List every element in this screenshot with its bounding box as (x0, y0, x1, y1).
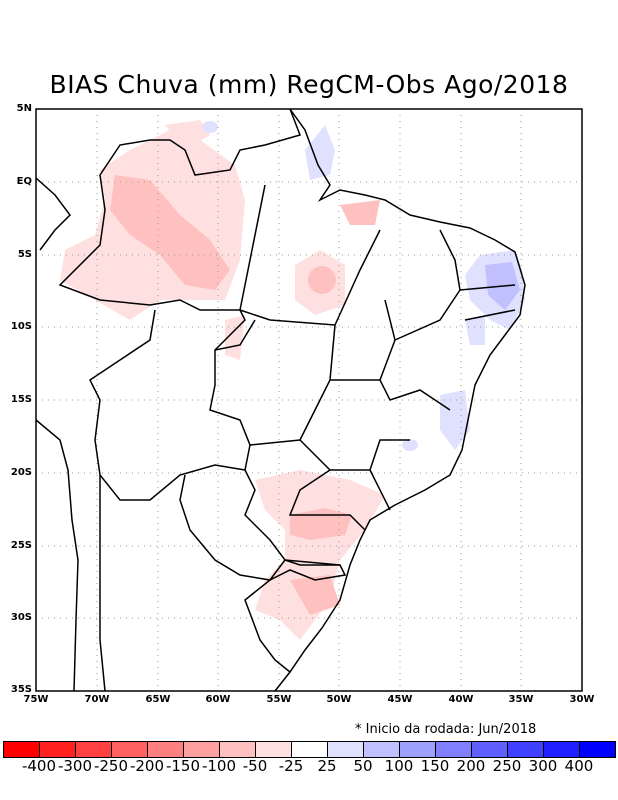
neg-bias-rs (290, 575, 340, 615)
pos-bias-amapa (305, 125, 335, 180)
neg-bias-north (165, 120, 210, 150)
colorbar-swatch (256, 742, 292, 757)
colorbar-swatch (220, 742, 256, 757)
colorbar-label: -400 (21, 757, 57, 775)
lon-label: 35W (508, 694, 534, 705)
lon-label: 40W (448, 694, 474, 705)
colorbar-swatch (472, 742, 508, 757)
colorbar-label: 300 (528, 757, 558, 775)
colorbar-label: 50 (353, 757, 373, 775)
lat-label: 10S (10, 321, 32, 332)
lat-label: 15S (10, 394, 32, 405)
colorbar-swatch (292, 742, 328, 757)
lon-label: 55W (266, 694, 292, 705)
lat-label: 30S (10, 612, 32, 623)
coast-west (35, 177, 79, 692)
lon-label: 30W (569, 694, 595, 705)
coastline (274, 108, 526, 692)
colorbar-label: -50 (242, 757, 268, 775)
colorbar-label: -100 (201, 757, 237, 775)
colorbar-swatch (4, 742, 40, 757)
lon-label: 50W (326, 694, 352, 705)
coastlines-and-borders (35, 108, 526, 692)
colorbar (3, 741, 616, 758)
pos-bias-north (202, 121, 218, 133)
colorbar-label: 200 (456, 757, 486, 775)
pos-bias-bahia (440, 390, 470, 450)
neg-bias-para-core (308, 266, 336, 294)
lat-label: 20S (10, 467, 32, 478)
colorbar-label: 400 (564, 757, 594, 775)
pos-bias-pe (465, 315, 485, 345)
lon-label: 75W (23, 694, 49, 705)
colorbar-label: 100 (384, 757, 414, 775)
colorbar-swatch (40, 742, 76, 757)
lon-label: 60W (205, 694, 231, 705)
map-frame (35, 108, 583, 692)
colorbar-label: -25 (278, 757, 304, 775)
map-title: BIAS Chuva (mm) RegCM-Obs Ago/2018 (49, 70, 569, 99)
neg-bias-south (255, 470, 385, 640)
colorbar-label: 250 (492, 757, 522, 775)
colorbar-label: -250 (93, 757, 129, 775)
neg-bias-amazon-core (110, 175, 230, 290)
border-states (214, 184, 516, 566)
lat-label: 5S (17, 249, 32, 260)
neg-bias-coast (340, 200, 380, 225)
gridlines (36, 109, 582, 691)
colorbar-swatch (580, 742, 615, 757)
colorbar-swatch (112, 742, 148, 757)
bias-shading (60, 120, 525, 640)
colorbar-label: 25 (317, 757, 337, 775)
colorbar-label: -300 (57, 757, 93, 775)
neg-bias-south-core (290, 508, 352, 540)
colorbar-swatch (544, 742, 580, 757)
colorbar-swatch (184, 742, 220, 757)
neg-bias-mt (225, 315, 245, 360)
colorbar-swatch (148, 742, 184, 757)
border-brazil-west (58, 108, 301, 301)
lon-label: 70W (84, 694, 110, 705)
lat-label: 35S (10, 684, 32, 695)
colorbar-label: 150 (420, 757, 450, 775)
lat-label: 25S (10, 540, 32, 551)
lat-label: 5N (16, 103, 32, 114)
lon-label: 45W (387, 694, 413, 705)
lon-label: 65W (145, 694, 171, 705)
colorbar-label: -150 (165, 757, 201, 775)
colorbar-label: -200 (129, 757, 165, 775)
lat-label: EQ (16, 176, 32, 187)
colorbar-swatch (76, 742, 112, 757)
run-start-note: * Inicio da rodada: Jun/2018 (355, 722, 537, 737)
colorbar-swatch (508, 742, 544, 757)
border-argentina (99, 475, 347, 692)
colorbar-swatch (364, 742, 400, 757)
pos-bias-mg (402, 439, 418, 451)
colorbar-swatch (328, 742, 364, 757)
colorbar-swatch (400, 742, 436, 757)
colorbar-swatch (436, 742, 472, 757)
